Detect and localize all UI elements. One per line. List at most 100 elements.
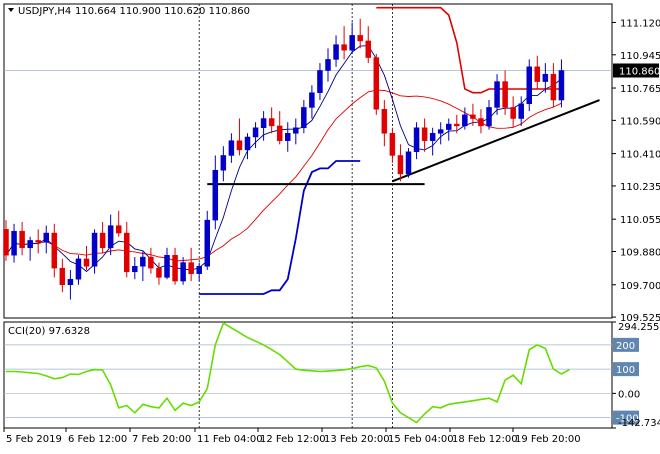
candle-body-50	[405, 151, 412, 175]
candle-body-66	[534, 66, 541, 82]
support-step-line	[199, 160, 361, 295]
candle-body-22	[180, 262, 186, 282]
candle-body-47	[381, 109, 388, 134]
cci-tick-label-0: 294.2557	[618, 322, 660, 333]
current-price-label: 110.860	[619, 66, 660, 77]
cci-tick-label-4: -100	[616, 414, 639, 425]
price-tick-label-0: 111.120	[620, 18, 660, 29]
candle-body-58	[470, 114, 476, 119]
price-tick-label-5: 110.235	[620, 182, 660, 193]
candle-body-18	[148, 256, 154, 269]
price-tick-label-4: 110.410	[620, 150, 660, 161]
candle-body-34	[276, 125, 283, 141]
price-tick-label-7: 109.880	[620, 248, 660, 259]
candle-body-19	[156, 267, 162, 278]
cci-level-badge-2	[613, 362, 639, 377]
candle-body-65	[526, 66, 532, 104]
cci-level-badge-1	[613, 337, 639, 352]
current-price-badge	[613, 63, 659, 78]
candle-body-37	[301, 107, 307, 129]
candle-body-13	[107, 225, 114, 249]
x-tick-label-0: 5 Feb 2019	[6, 434, 62, 445]
candle-body-23	[188, 262, 194, 274]
symbol-label: USDJPY,H4	[18, 6, 71, 17]
candle-body-45	[365, 40, 371, 58]
candle-body-39	[317, 70, 323, 93]
candle-body-57	[462, 114, 468, 127]
candle-body-26	[212, 169, 219, 221]
candle-body-60	[486, 107, 492, 127]
candle-body-61	[494, 81, 500, 108]
price-tick-label-1: 110.945	[620, 51, 660, 62]
candle-body-14	[115, 225, 122, 234]
candle-body-28	[228, 140, 235, 156]
candle-body-32	[260, 118, 267, 129]
x-tick-label-2: 7 Feb 20:00	[132, 434, 191, 445]
candle-body-41	[333, 44, 339, 60]
candle-body-9	[75, 258, 82, 280]
candle-body-59	[478, 118, 484, 127]
rising-trend-line	[392, 99, 600, 183]
candle-body-40	[325, 59, 331, 71]
candle-body-30	[244, 136, 251, 151]
indicator-label: CCI(20) 97.6328	[8, 326, 90, 337]
candle-body-4	[35, 240, 41, 243]
candle-body-48	[389, 133, 396, 156]
candle-body-69	[558, 70, 565, 101]
candle-body-25	[204, 219, 210, 267]
candle-body-49	[397, 155, 404, 175]
candle-body-0	[3, 229, 9, 256]
cci-tick-label-5: -142.7343	[618, 418, 660, 429]
symbol-dropdown-icon	[8, 8, 14, 12]
x-tick-label-5: 13 Feb 20:00	[324, 434, 390, 445]
cci-line	[6, 321, 570, 424]
indicator-panel-frame	[3, 321, 613, 429]
x-tick-label-4: 12 Feb 12:00	[260, 434, 326, 445]
cci-tick-label-1: 200	[616, 341, 635, 352]
candle-body-67	[542, 73, 549, 82]
cci-level-badge-4	[613, 410, 639, 425]
candle-body-31	[252, 127, 259, 138]
x-tick-label-7: 18 Feb 12:00	[452, 434, 518, 445]
candle-body-1	[11, 230, 17, 256]
candle-body-52	[421, 127, 428, 141]
x-tick-label-1: 6 Feb 12:00	[68, 434, 127, 445]
candle-body-20	[164, 254, 170, 278]
candle-body-2	[19, 230, 25, 249]
candle-body-7	[59, 267, 66, 286]
candle-body-51	[413, 127, 420, 153]
candle-body-24	[196, 266, 202, 274]
candle-body-68	[550, 73, 557, 101]
candle-body-62	[502, 81, 508, 108]
moving-average-fast	[5, 45, 562, 273]
cci-tick-label-2: 100	[616, 365, 635, 376]
candle-body-6	[51, 232, 58, 269]
price-tick-label-6: 110.055	[620, 215, 660, 226]
candle-body-29	[236, 140, 243, 151]
candle-body-64	[518, 103, 524, 119]
candle-body-42	[341, 44, 347, 51]
candle-body-16	[132, 266, 138, 273]
candle-body-38	[309, 92, 315, 108]
candle-body-33	[268, 118, 275, 127]
price-tick-label-9: 109.525	[620, 313, 660, 324]
candle-body-8	[67, 278, 74, 286]
cci-tick-label-3: 0.00	[618, 389, 640, 400]
candle-body-15	[124, 232, 130, 273]
candle-body-54	[437, 129, 444, 134]
x-tick-label-8: 19 Feb 20:00	[515, 434, 581, 445]
price-tick-label-2: 110.765	[620, 84, 660, 95]
candle-body-17	[140, 256, 146, 267]
ohlc-label: 110.664 110.900 110.620 110.860	[75, 6, 250, 17]
candle-body-21	[172, 254, 178, 282]
candle-body-5	[43, 232, 49, 243]
candle-body-63	[510, 107, 516, 119]
candle-body-44	[357, 35, 363, 42]
moving-average-slow	[5, 89, 562, 262]
candle-body-11	[91, 232, 98, 267]
candle-body-12	[99, 232, 106, 249]
candle-body-35	[285, 133, 291, 141]
candle-body-46	[373, 57, 380, 110]
